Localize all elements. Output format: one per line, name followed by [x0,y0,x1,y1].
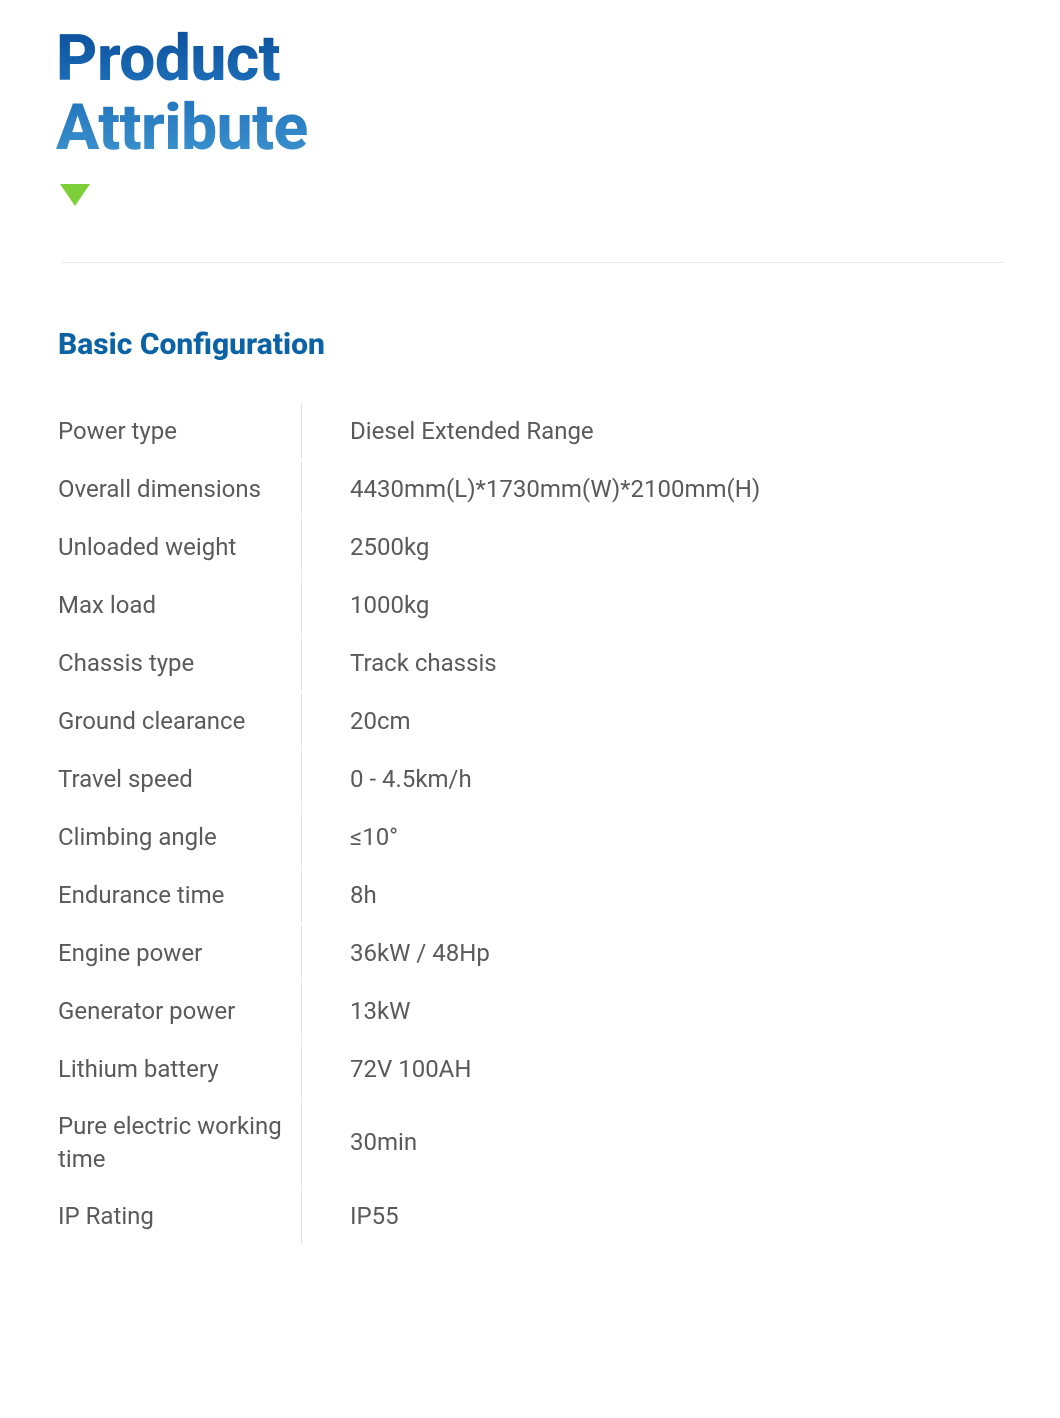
section-heading: Basic Configuration [58,327,1004,362]
spec-row: Ground clearance20cm [56,692,1004,750]
spec-value: ≤10° [302,809,1004,865]
spec-value: Diesel Extended Range [302,403,1004,459]
spec-label: Generator power [56,983,302,1039]
spec-row: Generator power13kW [56,982,1004,1040]
spec-row: Unloaded weight2500kg [56,518,1004,576]
spec-value: 8h [302,867,1004,923]
spec-label: Overall dimensions [56,461,302,517]
spec-value: IP55 [302,1188,1004,1244]
triangle-down-icon [60,184,90,206]
spec-value: 2500kg [302,519,1004,575]
spec-label: Ground clearance [56,693,302,749]
spec-row: Max load1000kg [56,576,1004,634]
spec-row: Chassis typeTrack chassis [56,634,1004,692]
spec-label: Endurance time [56,867,302,923]
spec-row: Climbing angle≤10° [56,808,1004,866]
title-line-2: Attribute [56,90,308,165]
spec-value: 20cm [302,693,1004,749]
spec-value: 0 - 4.5km/h [302,751,1004,807]
spec-row: Lithium battery72V 100AH [56,1040,1004,1098]
spec-row: Pure electric working time30min [56,1098,1004,1187]
spec-value: 4430mm(L)*1730mm(W)*2100mm(H) [302,461,1004,517]
spec-row: Power typeDiesel Extended Range [56,402,1004,460]
spec-label: Power type [56,403,302,459]
spec-label: Climbing angle [56,809,302,865]
spec-value: 13kW [302,983,1004,1039]
spec-value: 72V 100AH [302,1041,1004,1097]
spec-label: Unloaded weight [56,519,302,575]
horizontal-divider [62,262,1004,263]
spec-value: 30min [302,1114,1004,1170]
spec-label: Lithium battery [56,1041,302,1097]
spec-label: Pure electric working time [56,1098,302,1187]
spec-value: Track chassis [302,635,1004,691]
spec-row: IP RatingIP55 [56,1187,1004,1245]
spec-label: IP Rating [56,1188,302,1244]
spec-row: Travel speed0 - 4.5km/h [56,750,1004,808]
spec-value: 1000kg [302,577,1004,633]
spec-label: Max load [56,577,302,633]
spec-row: Engine power36kW / 48Hp [56,924,1004,982]
spec-label: Travel speed [56,751,302,807]
spec-label: Chassis type [56,635,302,691]
spec-value: 36kW / 48Hp [302,925,1004,981]
spec-row: Endurance time8h [56,866,1004,924]
spec-row: Overall dimensions4430mm(L)*1730mm(W)*21… [56,460,1004,518]
title-line-1: Product [56,21,280,96]
page-title: Product Attribute [56,24,1004,162]
spec-label: Engine power [56,925,302,981]
spec-table: Power typeDiesel Extended RangeOverall d… [56,402,1004,1245]
